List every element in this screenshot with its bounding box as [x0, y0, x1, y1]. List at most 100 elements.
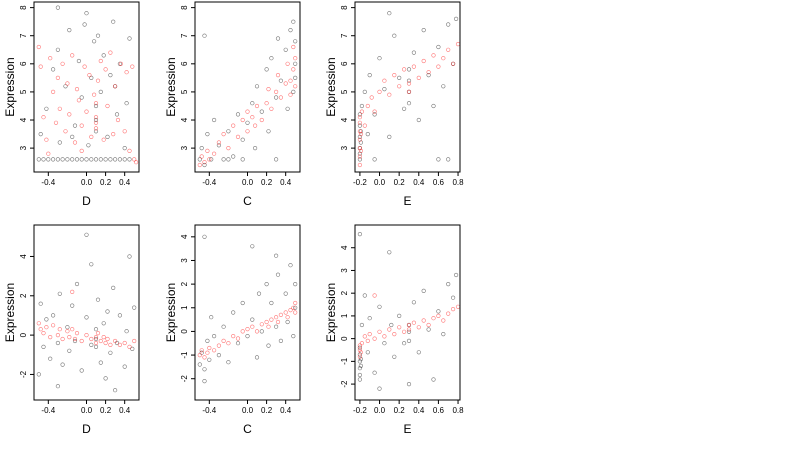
x-tick-label: 0.6: [433, 178, 445, 187]
data-point: [231, 334, 236, 339]
panel-3: -0.2 0.0 0.2 0.4 0.6 0.8 3 4 5 6 7 8 E Expression: [324, 1, 464, 208]
data-point: [377, 386, 382, 391]
data-point: [82, 22, 87, 27]
y-tick-label: 4: [180, 117, 189, 122]
data-point: [240, 117, 245, 123]
data-point: [221, 338, 226, 344]
data-point: [48, 56, 53, 61]
data-point: [357, 154, 363, 159]
data-point: [70, 157, 75, 162]
data-point: [46, 151, 51, 156]
data-point: [274, 324, 279, 329]
data-point: [291, 89, 296, 94]
data-point: [372, 157, 377, 162]
data-point: [436, 309, 441, 314]
data-point: [441, 84, 446, 89]
y-tick-label: 2: [180, 281, 189, 286]
data-point: [283, 291, 288, 296]
data-point: [226, 360, 231, 365]
data-point: [115, 117, 121, 123]
data-point: [278, 338, 284, 344]
data-point: [416, 325, 421, 330]
data-point: [382, 86, 387, 92]
data-point: [365, 132, 370, 137]
data-point: [57, 140, 62, 145]
data-point: [98, 58, 103, 64]
data-point: [446, 157, 451, 162]
y-tick-label: 5: [180, 89, 189, 94]
data-point: [362, 334, 367, 339]
data-point: [446, 311, 451, 316]
data-point: [357, 345, 363, 350]
data-point: [455, 41, 461, 47]
data-point: [441, 56, 446, 61]
data-point: [406, 322, 412, 328]
data-point: [98, 157, 103, 162]
data-point: [95, 33, 101, 38]
data-point: [127, 148, 132, 153]
data-point: [38, 64, 43, 69]
data-point: [253, 123, 258, 128]
data-point: [197, 362, 202, 367]
data-point: [93, 335, 99, 340]
data-point: [426, 322, 431, 328]
data-point: [91, 92, 97, 97]
data-point: [216, 143, 221, 148]
series-1: [357, 11, 459, 162]
data-point: [72, 140, 78, 145]
x-axis-title: E: [403, 194, 411, 208]
data-point: [36, 372, 41, 377]
data-point: [112, 338, 118, 344]
x-tick-label: -0.4: [202, 178, 216, 187]
data-point: [259, 117, 264, 123]
data-point: [95, 331, 101, 336]
data-point: [98, 89, 103, 94]
data-point: [127, 344, 132, 350]
y-tick-label: 1: [180, 305, 189, 310]
y-tick-label: 6: [340, 61, 349, 66]
x-axis-title: C: [243, 194, 252, 208]
data-point: [253, 146, 258, 151]
data-point: [48, 335, 53, 340]
data-point: [108, 72, 113, 78]
y-tick-label: 2: [19, 293, 28, 298]
y-tick-label: 0: [340, 336, 349, 341]
y-tick-label: -1: [340, 357, 349, 365]
data-point: [221, 157, 226, 162]
data-point: [207, 345, 212, 351]
data-point: [84, 11, 89, 16]
data-point: [93, 129, 99, 134]
data-point: [245, 129, 250, 134]
data-point: [358, 132, 364, 137]
x-tick-label: 0.2: [100, 406, 112, 415]
x-tick-label: -0.4: [41, 406, 55, 415]
data-point: [387, 327, 392, 332]
y-tick-label: 8: [19, 5, 28, 10]
data-point: [89, 75, 94, 80]
data-point: [202, 367, 207, 372]
series-2: [197, 300, 298, 360]
x-tick-label: 0.0: [242, 406, 254, 415]
data-point: [288, 308, 293, 313]
data-point: [212, 117, 217, 123]
y-tick-label: -1: [180, 351, 189, 359]
data-point: [372, 112, 377, 117]
data-point: [291, 44, 296, 50]
data-point: [387, 92, 392, 97]
y-tick-label: 7: [180, 33, 189, 38]
data-point: [50, 89, 56, 94]
data-point: [441, 332, 446, 337]
data-point: [41, 115, 46, 120]
data-point: [240, 157, 245, 162]
y-tick-label: 1: [340, 313, 349, 318]
data-point: [57, 327, 62, 332]
data-point: [283, 81, 288, 86]
data-point: [250, 115, 255, 120]
y-tick-label: 4: [19, 254, 28, 259]
data-point: [63, 84, 68, 89]
data-point: [436, 64, 441, 69]
data-point: [122, 340, 127, 346]
data-point: [108, 350, 113, 355]
data-point: [202, 355, 207, 360]
data-point: [426, 72, 431, 78]
